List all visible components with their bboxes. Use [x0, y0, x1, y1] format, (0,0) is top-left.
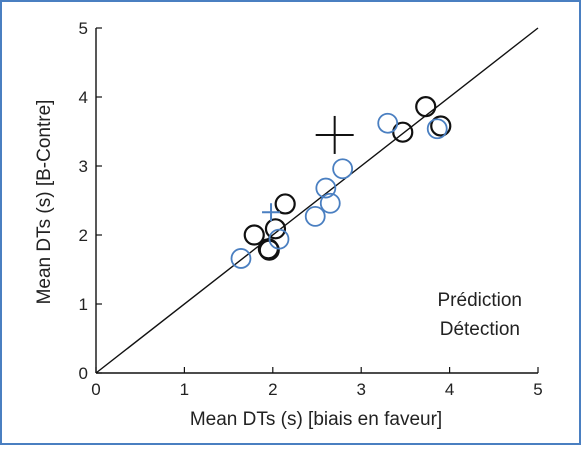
detection-point — [377, 112, 399, 134]
detection-mean-marker — [262, 203, 281, 222]
legend: Prédiction Détection — [438, 290, 523, 340]
detection-point — [230, 248, 252, 269]
x-ticks: 0 1 2 3 4 5 — [91, 367, 543, 399]
legend-label-prediction: Prédiction — [438, 290, 523, 311]
x-tick-label: 3 — [356, 380, 365, 399]
detection-point — [319, 192, 341, 214]
prediction-point — [264, 218, 287, 240]
detection-point — [304, 205, 326, 227]
mean-markers — [262, 115, 354, 222]
identity-line — [95, 27, 539, 374]
prediction-point — [415, 96, 437, 118]
y-ticks: 0 1 2 3 4 5 — [79, 19, 102, 383]
y-tick-label: 5 — [79, 19, 88, 38]
detection-point — [332, 158, 354, 180]
y-tick-label: 4 — [79, 88, 88, 107]
axes-layer — [95, 28, 538, 374]
prediction-point — [243, 224, 265, 246]
prediction-point — [430, 115, 452, 137]
y-tick-label: 3 — [79, 157, 88, 176]
detection-point — [426, 118, 448, 140]
y-tick-label: 2 — [79, 226, 88, 245]
y-axis-label: Mean DTs (s) [B-Contre] — [34, 100, 55, 305]
y-tick-label: 1 — [79, 295, 88, 314]
x-tick-label: 4 — [445, 380, 454, 399]
data-points — [230, 96, 452, 269]
x-tick-label: 5 — [533, 380, 542, 399]
x-axis-label: Mean DTs (s) [biais en faveur] — [190, 409, 442, 430]
x-tick-label: 1 — [180, 380, 189, 399]
legend-label-detection: Détection — [440, 319, 520, 340]
x-tick-label: 2 — [268, 380, 277, 399]
prediction-point — [392, 121, 414, 143]
detection-point — [268, 228, 290, 250]
detection-point — [315, 177, 337, 199]
prediction-mean-marker — [315, 115, 354, 154]
x-tick-label: 0 — [91, 380, 100, 399]
y-tick-label: 0 — [79, 364, 88, 383]
identity-line-layer — [95, 27, 539, 374]
prediction-point — [274, 193, 296, 215]
